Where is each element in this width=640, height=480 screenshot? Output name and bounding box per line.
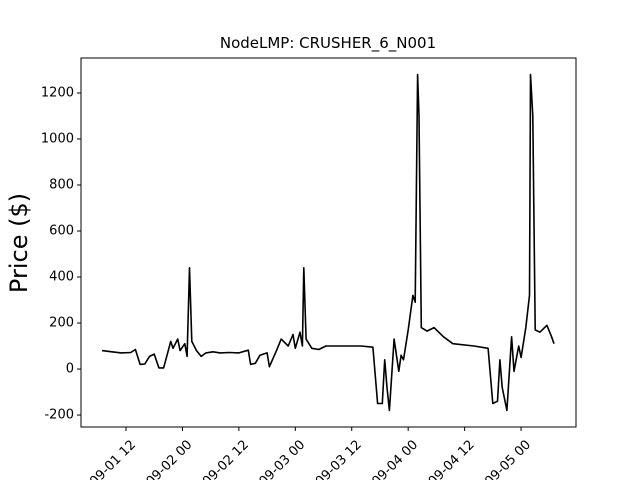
y-tick-label: -200 [44,408,74,423]
y-tick-label: 600 [49,223,74,238]
y-axis-label: Price ($) [5,193,33,293]
price-line [101,73,555,412]
chart-title: NodeLMP: CRUSHER_6_N001 [220,34,436,53]
plot-frame [80,57,577,428]
y-tick-label: 1200 [41,85,74,100]
y-tick-label: 0 [66,362,74,377]
y-tick-label: 800 [49,177,74,192]
y-tick-label: 400 [49,270,74,285]
y-tick-label: 200 [49,316,74,331]
y-tick-label: 1000 [41,131,74,146]
